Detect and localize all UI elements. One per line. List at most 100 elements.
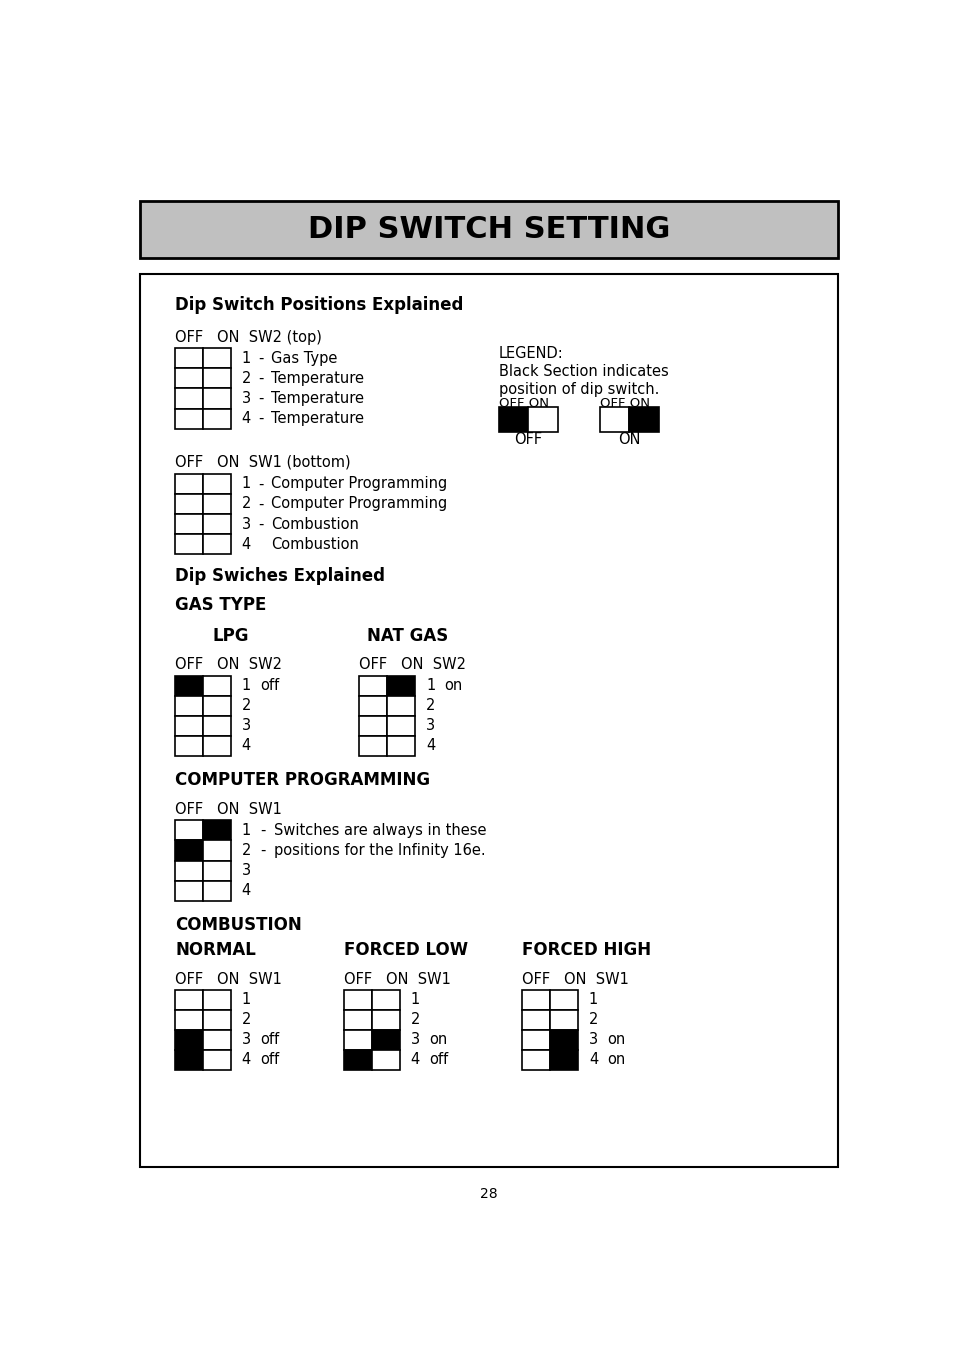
Text: FORCED LOW: FORCED LOW bbox=[344, 940, 468, 959]
Bar bbox=[344, 1029, 372, 1050]
Text: Black Section indicates: Black Section indicates bbox=[498, 363, 668, 380]
Bar bbox=[521, 990, 550, 1011]
Text: position of dip switch.: position of dip switch. bbox=[498, 382, 659, 397]
Bar bbox=[174, 716, 203, 736]
Text: on: on bbox=[444, 678, 462, 693]
Bar bbox=[174, 1029, 203, 1050]
Text: 4: 4 bbox=[241, 411, 251, 426]
Bar bbox=[174, 494, 203, 513]
Bar bbox=[174, 736, 203, 755]
Text: LPG: LPG bbox=[212, 627, 249, 644]
Bar bbox=[203, 1011, 231, 1029]
Text: 4: 4 bbox=[241, 536, 251, 551]
Bar bbox=[174, 1050, 203, 1070]
Bar bbox=[174, 474, 203, 494]
Text: 1: 1 bbox=[410, 993, 419, 1008]
Text: off: off bbox=[260, 1032, 279, 1047]
Text: 1: 1 bbox=[241, 477, 251, 492]
Text: 4: 4 bbox=[241, 884, 251, 898]
Text: -: - bbox=[258, 390, 264, 407]
Bar bbox=[203, 676, 231, 696]
Bar bbox=[629, 407, 658, 431]
Bar bbox=[174, 369, 203, 389]
Text: -: - bbox=[260, 823, 265, 838]
Bar bbox=[359, 676, 387, 696]
Bar bbox=[203, 696, 231, 716]
Text: off: off bbox=[260, 1052, 279, 1067]
Text: 2: 2 bbox=[241, 497, 251, 512]
Bar bbox=[521, 1050, 550, 1070]
Text: 28: 28 bbox=[479, 1188, 497, 1201]
Text: Switches are always in these: Switches are always in these bbox=[274, 823, 486, 838]
Bar bbox=[174, 513, 203, 534]
Text: 2: 2 bbox=[241, 372, 251, 386]
Text: GAS TYPE: GAS TYPE bbox=[174, 596, 266, 613]
Text: 3: 3 bbox=[241, 1032, 251, 1047]
Text: 4: 4 bbox=[241, 1052, 251, 1067]
Text: OFF   ON  SW1: OFF ON SW1 bbox=[174, 971, 282, 986]
Text: Temperature: Temperature bbox=[271, 372, 364, 386]
Text: on: on bbox=[607, 1032, 625, 1047]
Text: FORCED HIGH: FORCED HIGH bbox=[521, 940, 651, 959]
Text: 4: 4 bbox=[426, 738, 435, 754]
Text: Dip Switch Positions Explained: Dip Switch Positions Explained bbox=[174, 296, 463, 313]
Text: Computer Programming: Computer Programming bbox=[271, 497, 447, 512]
Text: -: - bbox=[258, 351, 264, 366]
Text: 2: 2 bbox=[410, 1012, 419, 1027]
Bar bbox=[550, 990, 578, 1011]
Text: DIP SWITCH SETTING: DIP SWITCH SETTING bbox=[308, 215, 669, 245]
Text: 4: 4 bbox=[410, 1052, 419, 1067]
Bar bbox=[550, 1029, 578, 1050]
Text: 3: 3 bbox=[588, 1032, 598, 1047]
Bar bbox=[372, 1029, 399, 1050]
Bar bbox=[203, 1029, 231, 1050]
Text: OFF ON: OFF ON bbox=[498, 397, 548, 411]
Bar bbox=[203, 408, 231, 428]
Text: -: - bbox=[258, 372, 264, 386]
Text: NAT GAS: NAT GAS bbox=[367, 627, 448, 644]
Bar bbox=[203, 820, 231, 840]
Text: 1: 1 bbox=[241, 678, 251, 693]
Text: 3: 3 bbox=[241, 863, 251, 878]
Bar bbox=[174, 1011, 203, 1029]
Text: COMPUTER PROGRAMMING: COMPUTER PROGRAMMING bbox=[174, 771, 430, 789]
Text: 2: 2 bbox=[426, 698, 436, 713]
Text: on: on bbox=[429, 1032, 447, 1047]
Text: 2: 2 bbox=[241, 698, 251, 713]
Text: 3: 3 bbox=[241, 516, 251, 531]
Text: Computer Programming: Computer Programming bbox=[271, 477, 447, 492]
Text: -: - bbox=[260, 843, 265, 858]
Text: Dip Swiches Explained: Dip Swiches Explained bbox=[174, 566, 385, 585]
Text: Gas Type: Gas Type bbox=[271, 351, 337, 366]
Bar bbox=[599, 407, 629, 431]
Text: OFF   ON  SW2: OFF ON SW2 bbox=[359, 658, 466, 673]
Text: -: - bbox=[258, 411, 264, 426]
Text: Combustion: Combustion bbox=[271, 516, 358, 531]
Bar bbox=[174, 408, 203, 428]
Bar bbox=[174, 676, 203, 696]
Text: off: off bbox=[260, 678, 279, 693]
Bar bbox=[203, 474, 231, 494]
Bar bbox=[387, 736, 415, 755]
Bar bbox=[372, 1050, 399, 1070]
Bar bbox=[203, 840, 231, 861]
Text: 3: 3 bbox=[241, 719, 251, 734]
Text: 1: 1 bbox=[588, 993, 598, 1008]
Text: LEGEND:: LEGEND: bbox=[498, 346, 563, 361]
Bar bbox=[372, 1011, 399, 1029]
Bar bbox=[203, 736, 231, 755]
Text: 3: 3 bbox=[241, 390, 251, 407]
Bar bbox=[372, 990, 399, 1011]
Text: OFF   ON  SW2 (top): OFF ON SW2 (top) bbox=[174, 330, 321, 345]
Bar bbox=[203, 716, 231, 736]
Bar bbox=[521, 1011, 550, 1029]
Text: Temperature: Temperature bbox=[271, 411, 364, 426]
Text: Temperature: Temperature bbox=[271, 390, 364, 407]
Bar bbox=[174, 534, 203, 554]
Text: 3: 3 bbox=[426, 719, 435, 734]
Text: 4: 4 bbox=[241, 738, 251, 754]
Bar bbox=[174, 990, 203, 1011]
Text: 1: 1 bbox=[426, 678, 435, 693]
Bar bbox=[344, 1050, 372, 1070]
Text: Combustion: Combustion bbox=[271, 536, 358, 551]
